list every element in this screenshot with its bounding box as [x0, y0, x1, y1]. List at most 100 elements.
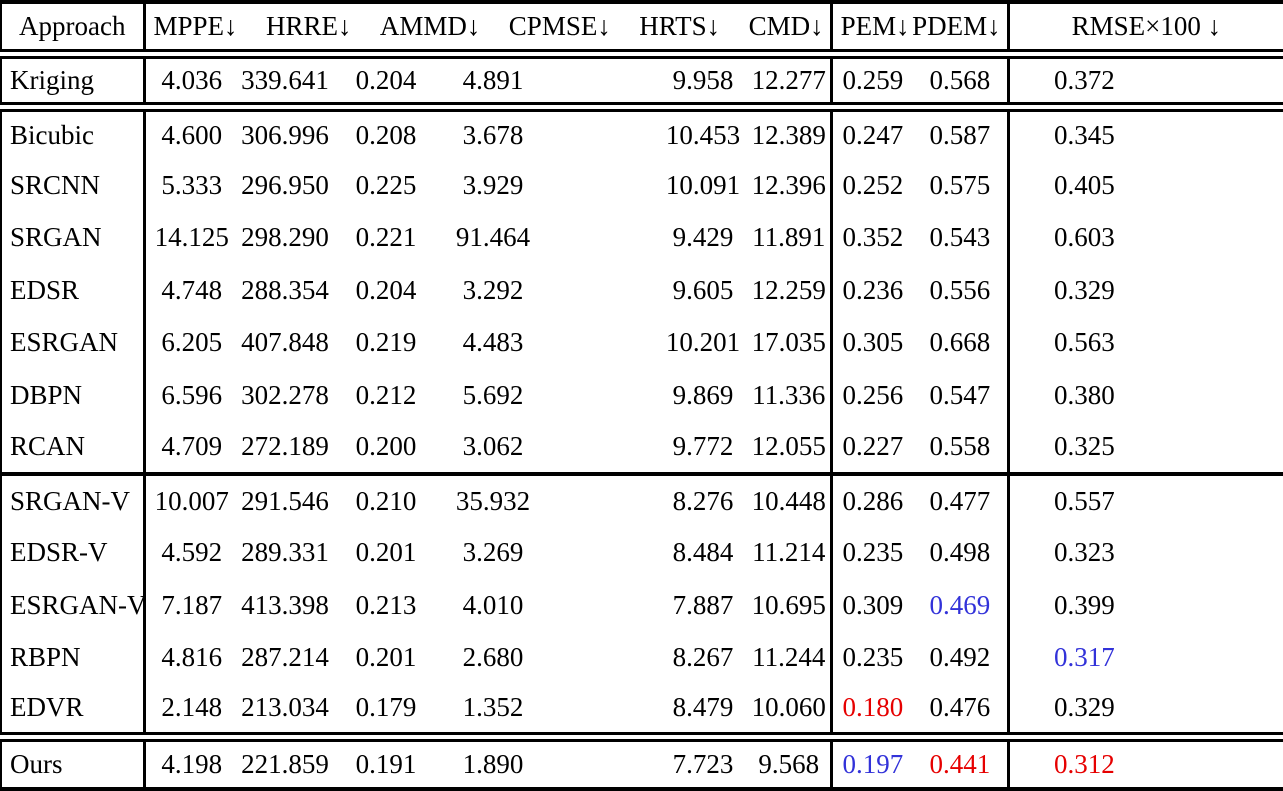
approach-cell: SRGAN: [1, 211, 146, 264]
metric-value-cell: 10.695: [748, 579, 833, 632]
metric-value-cell: 0.557: [1053, 485, 1115, 516]
metric-value-cell: 10.201: [665, 327, 741, 358]
metric-value-cell: 12.259: [748, 264, 833, 317]
column-header-group-metrics: MPPE↓ HRRE↓ AMMD↓ CPMSE↓ HRTS↓ CMD↓: [144, 2, 833, 59]
metric-value-cell: 298.290: [241, 222, 329, 253]
metric-value-cell: 0.213: [355, 589, 417, 620]
metric-value-cell: 0.329: [1053, 274, 1115, 305]
metric-value-cell: 3.929: [462, 169, 524, 200]
metric-value-cell: 0.227: [831, 421, 914, 476]
metric-value-cell: 6.205: [161, 327, 223, 358]
metric-value-cell: 339.641: [238, 54, 332, 112]
approach-cell: Kriging: [1, 54, 146, 112]
metric-value-cell: 12.389: [748, 106, 833, 159]
metric-value-cell: 0.201: [355, 537, 417, 568]
results-table-body: Kriging 4.036 339.641 0.204 4.891 9.958 12.277…: [1, 54, 1283, 789]
metric-value-cell: 0.204: [332, 54, 440, 112]
metric-value-cell: 9.869: [672, 379, 734, 410]
metric-value-cell: 213.034: [238, 684, 332, 742]
metric-value-cell: 0.309: [842, 589, 904, 620]
metric-value-cell: 0.603: [1053, 222, 1115, 253]
metric-value-cell: 4.010: [462, 589, 524, 620]
metric-value-cell: 0.372: [1008, 54, 1283, 112]
metric-value-cell: 0.441: [913, 736, 1010, 789]
metric-value-cell: 8.484: [672, 537, 734, 568]
metric-value-cell: 9.772: [658, 421, 748, 476]
column-header-approach: Approach: [1, 2, 146, 59]
metric-value-cell: 306.996: [241, 119, 329, 150]
table-row: ESRGAN-V 7.187 413.398 0.213 4.010 7.887 10.69…: [1, 579, 1283, 632]
metric-value-cell: 11.336: [748, 369, 833, 422]
table-row: Bicubic 4.600 306.996 0.208 3.678 10.453 12.38…: [1, 106, 1283, 159]
column-header-ammd: AMMD↓: [379, 11, 481, 41]
metric-value-cell: 0.317: [1053, 642, 1115, 673]
metric-value-cell: 0.286: [842, 485, 904, 516]
metric-value-cell: 272.189: [238, 421, 332, 476]
metric-value-cell: 11.244: [748, 631, 833, 684]
metric-value-cell: 0.543: [913, 211, 1010, 264]
table-header: Approach MPPE↓ HRRE↓ AMMD↓ CPMSE↓ HRTS↓ …: [1, 2, 1283, 59]
metric-value-cell: 288.354: [241, 274, 329, 305]
metric-value-cell: 5.692: [462, 379, 524, 410]
metric-value-cell: 5.333: [161, 169, 223, 200]
metric-value-cell: 7.187: [161, 589, 223, 620]
metric-value-cell: 14.125: [154, 222, 229, 253]
approach-cell: EDSR-V: [1, 526, 146, 579]
approach-cell: DBPN: [1, 369, 146, 422]
metric-value-cell: 4.816: [161, 642, 223, 673]
metric-value-cell: 8.276: [672, 485, 734, 516]
metric-value-cell: 6.596: [161, 379, 223, 410]
approach-cell: SRGAN-V: [1, 474, 146, 527]
metric-value-cell: 0.498: [913, 526, 1010, 579]
metric-value-cell: 407.848: [241, 327, 329, 358]
column-header-cpmse: CPMSE↓: [508, 11, 611, 41]
metric-value-cell: 12.055: [748, 421, 833, 476]
metric-value-cell: 3.062: [440, 421, 658, 476]
metric-value-cell: 0.219: [355, 327, 417, 358]
table-row: SRGAN 14.125 298.290 0.221 91.464 9.429 11.891…: [1, 211, 1283, 264]
metric-value-cell: 3.269: [462, 537, 524, 568]
metric-value-cell: 221.859: [241, 748, 329, 779]
metric-value-cell: 0.563: [1053, 327, 1115, 358]
metric-value-cell: 4.036: [144, 54, 238, 112]
metric-value-cell: 0.180: [831, 684, 914, 742]
metric-value-cell: 0.352: [842, 222, 904, 253]
metric-value-cell: 7.723: [672, 748, 734, 779]
metric-value-cell: 0.325: [1008, 421, 1283, 476]
metric-value-cell: 0.235: [842, 537, 904, 568]
metric-value-cell: 0.252: [842, 169, 904, 200]
metric-value-cell: 12.277: [748, 54, 833, 112]
table-row: ESRGAN 6.205 407.848 0.219 4.483 10.201 17.035…: [1, 316, 1283, 369]
metric-value-cell: 0.201: [355, 642, 417, 673]
metric-value-cell: 0.247: [842, 119, 904, 150]
metric-value-cell: 0.200: [332, 421, 440, 476]
metric-value-cell: 35.932: [455, 485, 531, 516]
metric-value-cell: 0.235: [842, 642, 904, 673]
approach-cell: Ours: [1, 736, 146, 789]
approach-cell: Bicubic: [1, 106, 146, 159]
metric-value-cell: 10.060: [748, 684, 833, 742]
approach-cell: ESRGAN-V: [1, 579, 146, 632]
metric-value-cell: 413.398: [241, 589, 329, 620]
metric-value-cell: 12.396: [748, 159, 833, 212]
column-header-pdem: PDEM↓: [912, 11, 1001, 41]
metric-value-cell: 0.221: [355, 222, 417, 253]
table-row: Kriging 4.036 339.641 0.204 4.891 9.958 12.277…: [1, 54, 1283, 112]
table-row: SRCNN 5.333 296.950 0.225 3.929 10.091 12.396 0…: [1, 159, 1283, 212]
metric-value-cell: 11.214: [748, 526, 833, 579]
metric-value-cell: 0.492: [913, 631, 1010, 684]
metric-value-cell: 0.305: [842, 327, 904, 358]
metric-value-cell: 3.678: [462, 119, 524, 150]
metric-value-cell: 4.483: [462, 327, 524, 358]
metric-value-cell: 0.399: [1053, 589, 1115, 620]
metric-value-cell: 7.887: [672, 589, 734, 620]
header-row: Approach MPPE↓ HRRE↓ AMMD↓ CPMSE↓ HRTS↓ …: [1, 2, 1283, 59]
metric-value-cell: 0.568: [913, 54, 1010, 112]
approach-cell: SRCNN: [1, 159, 146, 212]
metric-value-cell: 0.547: [913, 369, 1010, 422]
metric-value-cell: 0.225: [355, 169, 417, 200]
metric-value-cell: 0.208: [355, 119, 417, 150]
metric-value-cell: 0.256: [842, 379, 904, 410]
metric-value-cell: 9.429: [672, 222, 734, 253]
